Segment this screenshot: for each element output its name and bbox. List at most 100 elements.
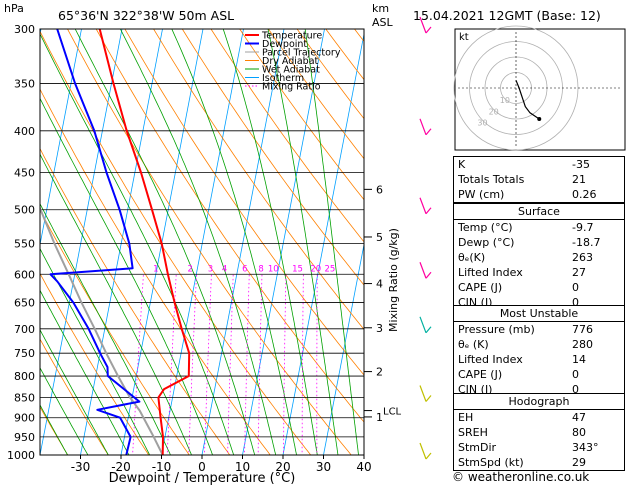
legend-entry: Isotherm [262, 73, 304, 84]
index-row-k: K -35 [458, 158, 590, 171]
pressure-tick-label: 450 [14, 166, 35, 179]
mixing-ratio-label: 2 [188, 264, 193, 274]
x-tick-label: 40 [356, 460, 371, 474]
plot-frame [39, 28, 365, 456]
dry-adiabat-line [40, 406, 69, 455]
pressure-tick-label: 950 [14, 431, 35, 444]
wind-barb-flag [425, 395, 432, 402]
mixing-ratio-label: 4 [222, 264, 227, 274]
x-tick-label: 20 [275, 460, 290, 474]
mixing-ratio-label: 15 [292, 264, 303, 274]
location-title: 65°36'N 322°38'W 50m ASL [58, 8, 234, 23]
hodograph-title: Hodograph [508, 395, 570, 408]
isotherm-line [201, 29, 285, 455]
wind-barb-flag [425, 26, 432, 34]
wind-barb-flag [425, 207, 432, 215]
surface-row: CAPE (J) 0 [458, 281, 579, 294]
pressure-tick-label: 650 [14, 297, 35, 310]
pressure-tick-label: 600 [14, 268, 35, 281]
mixing-ratio-line [301, 274, 304, 455]
x-tick-label: -30 [71, 460, 91, 474]
pressure-unit: hPa [4, 2, 24, 15]
dry-adiabat-line [40, 272, 150, 455]
temperature-axis: -30 -20 -10 0 10 20 30 40 [71, 455, 372, 474]
pressure-tick-label: 700 [14, 323, 35, 336]
wind-barb [419, 385, 427, 402]
altitude-unit: km [372, 2, 389, 15]
hodograph-ring-label: 20 [489, 107, 499, 116]
most-unstable-panel: Most Unstable Pressure (mb) 776 θₑ (K) 280… [453, 305, 625, 398]
wet-adiabat-line [40, 404, 69, 455]
wind-barb-flag [425, 271, 432, 279]
x-axis-title: Dewpoint / Temperature (°C) [109, 471, 296, 486]
surface-row: Temp (°C) -9.7 [454, 219, 624, 235]
pressure-tick-label: 900 [14, 412, 35, 425]
pressure-tick-label: 550 [14, 237, 35, 250]
most-unstable-row: CIN (J) 0 [458, 383, 579, 396]
wet-adiabat-line [40, 247, 151, 455]
isotherm-line [40, 29, 82, 247]
wet-adiabat-line [40, 97, 214, 455]
mixing-ratio-line [166, 274, 177, 455]
dewpoint-line [49, 29, 141, 455]
wet-adiabat-line [40, 329, 109, 455]
wet-adiabat-line [119, 29, 277, 455]
wet-adiabat-line [40, 366, 89, 455]
isotherm-line [363, 452, 364, 455]
mixing-ratio-line [227, 274, 234, 455]
mixing-ratio-label: 3 [208, 264, 213, 274]
pressure-tick-label: 1000 [7, 449, 35, 462]
hodograph-row: StmDir 343° [458, 441, 599, 454]
dry-adiabat-line [267, 29, 364, 160]
hodograph-trace [515, 80, 540, 120]
datetime-title: 15.04.2021 12GMT (Base: 12) [413, 8, 601, 23]
wind-barb-flag [425, 326, 432, 334]
km-tick-label: 1 [376, 411, 383, 424]
wet-adiabat-line [222, 29, 318, 455]
most-unstable-title: Most Unstable [499, 307, 579, 320]
profiles [40, 29, 191, 455]
km-tick-label: 5 [376, 231, 383, 244]
wind-barb [419, 442, 427, 460]
footer-credit: © weatheronline.co.uk [452, 470, 590, 484]
wind-barb-flag [425, 452, 432, 460]
x-tick-label: 0 [198, 460, 206, 474]
altitude-axis: 6 5 4 3 2 1 LCL [364, 183, 402, 424]
isotherm-line [0, 5, 5, 473]
pressure-tick-label: 400 [14, 125, 35, 138]
wet-adiabat-line [40, 33, 235, 455]
x-tick-label: 10 [235, 460, 250, 474]
legend-entry: Dewpoint [262, 39, 307, 50]
wet-adiabat-line [267, 29, 339, 455]
isotherm-line [282, 32, 364, 455]
x-tick-label: 30 [316, 460, 331, 474]
wet-adiabat-line [304, 29, 360, 455]
parcel-trajectory-line [40, 205, 164, 455]
mixing-ratio-line [132, 274, 144, 455]
index-row-totals: Totals Totals 21 [458, 173, 586, 186]
pressure-tick-label: 500 [14, 204, 35, 217]
hodograph-row: EH 47 [454, 409, 624, 425]
dry-adiabat-line [40, 338, 109, 455]
altitude-unit-asl: ASL [372, 16, 394, 29]
hodograph-unit-label: kt [459, 32, 469, 43]
index-row-pw: PW (cm) 0.26 [458, 188, 597, 201]
wet-adiabat-line [40, 153, 192, 455]
wind-barb [419, 118, 427, 136]
legend-entry: Mixing Ratio [262, 82, 321, 93]
hodograph-panel: Hodograph EH 47 SREH 80 StmDir 343° StmSpd … [453, 393, 625, 471]
legend-entry: Parcel Trajectory [262, 48, 341, 59]
pressure-isobars [40, 28, 364, 456]
wind-barb-flag [425, 128, 432, 136]
isotherm-line [323, 242, 364, 455]
mixing-ratio-label: 25 [325, 264, 336, 274]
wind-barb [419, 197, 427, 214]
hodograph-row: SREH 80 [458, 426, 586, 439]
surface-title: Surface [518, 205, 560, 218]
mixing-ratio-line [244, 274, 250, 455]
pressure-tick-label: 350 [14, 78, 35, 91]
wet-adiabat-line [40, 202, 171, 455]
